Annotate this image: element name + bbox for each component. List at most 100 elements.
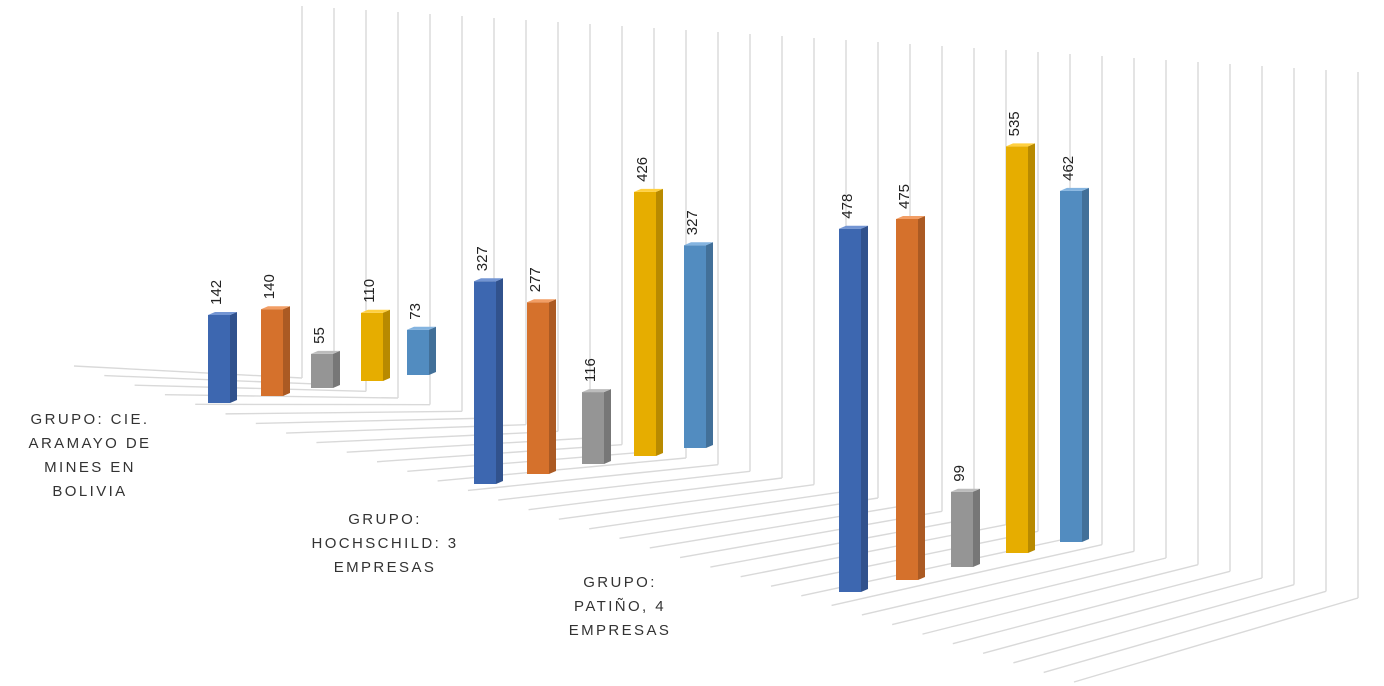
bar-side xyxy=(549,299,556,474)
bar-top xyxy=(361,309,390,313)
bar-front xyxy=(684,245,706,448)
bar-side xyxy=(604,389,611,464)
data-label: 110 xyxy=(361,279,378,303)
value-labels-group: 142 140 55 110 73 327 277 116 426 327 478 475 99 535 4… xyxy=(208,111,1077,481)
bar-top xyxy=(407,326,436,330)
floor-grid-line xyxy=(528,477,783,511)
bar-top xyxy=(839,225,868,229)
bar-side xyxy=(861,225,868,592)
bar-top xyxy=(474,278,503,282)
bar-side xyxy=(918,216,925,580)
bar-top xyxy=(1060,187,1089,191)
floor-grid-line xyxy=(1073,597,1359,683)
bar-front xyxy=(839,228,861,592)
floor-grid-line xyxy=(558,483,815,520)
bar-front xyxy=(527,302,549,474)
bar-side xyxy=(706,242,713,448)
floor-grid-line xyxy=(831,543,1103,607)
bar xyxy=(951,488,980,567)
bar xyxy=(208,311,237,403)
floor-grid-line xyxy=(922,563,1199,635)
floor-grid-line xyxy=(892,557,1167,626)
data-label: 426 xyxy=(634,157,651,182)
bar-side xyxy=(1028,143,1035,553)
bar-front xyxy=(951,491,973,567)
bar-side xyxy=(656,188,663,456)
bar-side xyxy=(496,278,503,484)
floor-grid-line xyxy=(467,463,719,492)
floor-grid-line xyxy=(649,503,911,549)
data-label: 140 xyxy=(261,274,278,299)
category-label-1: GRUPO: HOCHSCHILD: 3 EMPRESAS xyxy=(311,511,459,576)
data-label: 462 xyxy=(1060,156,1077,181)
bar-side xyxy=(1082,187,1089,542)
bar-front xyxy=(1060,190,1082,542)
data-label: 73 xyxy=(407,303,424,320)
bar-front xyxy=(208,314,230,403)
bar-front xyxy=(474,281,496,484)
bar xyxy=(1006,143,1035,553)
floor-grid-line xyxy=(619,497,879,540)
bar xyxy=(311,350,340,388)
bar-side xyxy=(333,350,340,388)
floor-grid-line xyxy=(1043,590,1327,674)
bar-front xyxy=(896,219,918,580)
floor-grid-line xyxy=(861,550,1135,616)
bar-front xyxy=(361,312,383,381)
bar-top xyxy=(951,488,980,492)
floor-grid-line xyxy=(164,394,399,399)
floor-grid-line xyxy=(982,577,1263,654)
bar-front xyxy=(634,191,656,456)
data-label: 535 xyxy=(1006,111,1023,136)
floor-grid-line xyxy=(589,490,847,530)
bar-top xyxy=(582,389,611,393)
bar-side xyxy=(283,306,290,396)
bar-top xyxy=(1006,143,1035,147)
bar-front xyxy=(582,392,604,464)
bar xyxy=(684,242,713,448)
bar-top xyxy=(527,299,556,303)
bar xyxy=(361,309,390,381)
bar-top xyxy=(311,350,340,354)
bar-top xyxy=(896,216,925,219)
bar xyxy=(407,326,436,375)
bar-side xyxy=(973,488,980,567)
bar-side xyxy=(383,309,390,381)
data-label: 327 xyxy=(474,246,491,271)
floor-grid-line xyxy=(952,570,1231,645)
bars-group xyxy=(208,143,1089,592)
bar xyxy=(582,389,611,464)
bar-top xyxy=(261,306,290,310)
category-label-2: GRUPO: PATIÑO, 4 EMPRESAS xyxy=(568,574,672,639)
bar-front xyxy=(261,309,283,396)
floor-grid-line xyxy=(134,384,367,393)
floor-grid-line xyxy=(1013,583,1295,664)
bar xyxy=(1060,187,1089,542)
data-label: 478 xyxy=(839,194,856,219)
bar xyxy=(261,306,290,396)
floor-grid-line xyxy=(255,417,495,425)
bar-front xyxy=(407,329,429,375)
data-label: 277 xyxy=(527,267,544,292)
data-label: 475 xyxy=(896,184,913,209)
category-label-0: GRUPO: CIE. ARAMAYO DE MINES EN BOLIVIA xyxy=(28,411,152,500)
bar xyxy=(634,188,663,456)
bar xyxy=(474,278,503,484)
data-label: 99 xyxy=(951,465,968,482)
floor-grid-line xyxy=(498,470,751,501)
bar-top xyxy=(208,311,237,315)
bar-top xyxy=(634,188,663,192)
bar xyxy=(896,216,925,580)
bar-side xyxy=(230,311,237,403)
data-label: 55 xyxy=(311,327,328,344)
bar xyxy=(839,225,868,592)
bar-front xyxy=(311,353,333,388)
bar-front xyxy=(1006,146,1028,553)
bar-side xyxy=(429,326,436,375)
data-label: 116 xyxy=(582,358,599,382)
floor-grid-line xyxy=(225,410,463,415)
data-label: 142 xyxy=(208,280,225,305)
floor-grid-line xyxy=(316,430,559,444)
bar xyxy=(527,299,556,474)
